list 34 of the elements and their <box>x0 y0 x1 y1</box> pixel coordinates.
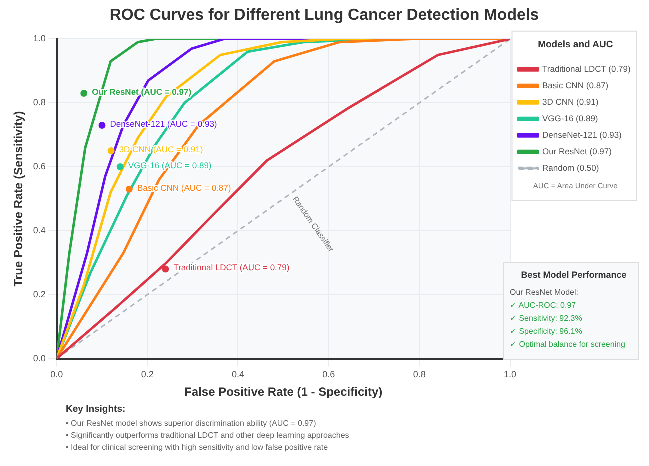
text: Key Insights: <box>66 404 127 416</box>
y-tick-label: 0.8 <box>33 98 46 108</box>
text: • Significantly outperforms traditional LDCT and other deep learning approaches <box>66 430 350 442</box>
legend-label: DenseNet-121 (0.93) <box>542 130 622 140</box>
text: • Our ResNet model shows superior discrimination ability (AUC = 0.97) <box>66 418 318 430</box>
chart-title: ROC Curves for Different Lung Cancer Detection Models <box>110 7 540 24</box>
legend-title: Models and AUC <box>538 39 614 50</box>
annotation: ✓ AUC-ROC: 0.97 <box>510 300 578 312</box>
x-tick-label: 1.0 <box>504 370 517 380</box>
y-tick-label: 1.0 <box>33 34 46 44</box>
annotation: ✓ Optimal balance for screening <box>510 339 626 351</box>
y-axis-title: True Positive Rate (Sensitivity) <box>12 111 26 287</box>
text: Best Model Performance <box>520 269 628 282</box>
x-tick-label: 0.0 <box>50 370 64 380</box>
annotation: Our ResNet Model: <box>510 287 580 299</box>
legend-label: Basic CNN (0.87) <box>542 80 609 90</box>
legend-label: 3D CNN (0.91) <box>542 96 599 107</box>
legend-label: Random (0.50) <box>542 162 600 173</box>
annotation: Traditional LDCT (AUC = 0.79) <box>174 262 290 273</box>
annotation: ✓ Sensitivity: 92.3% <box>510 313 584 325</box>
legend-label: Traditional LDCT (0.79) <box>542 64 632 74</box>
y-tick-label: 0.6 <box>33 162 46 172</box>
x-tick-label: 0.4 <box>232 370 245 380</box>
x-tick-label: 0.6 <box>322 370 336 380</box>
x-tick-label: 0.2 <box>141 370 154 380</box>
x-axis-title: False Positive Rate (1 - Specificity) <box>184 385 383 400</box>
text: • Ideal for clinical screening with high sensitivity and low false positive rate <box>66 442 330 454</box>
legend-label: VGG-16 (0.89) <box>542 113 598 124</box>
y-tick-label: 0.0 <box>33 353 46 364</box>
x-tick-label: 0.8 <box>413 370 426 380</box>
legend-label: Our ResNet (0.97) <box>542 146 612 156</box>
annotation: ✓ Specificity: 96.1% <box>510 326 584 338</box>
y-tick-label: 0.4 <box>33 225 46 236</box>
y-tick-label: 0.2 <box>33 289 46 300</box>
